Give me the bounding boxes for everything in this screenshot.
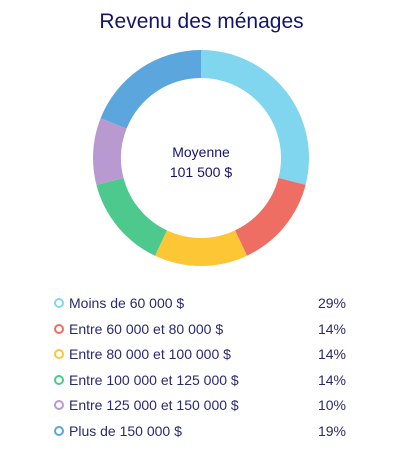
- legend-marker-icon: [54, 323, 64, 334]
- legend-item: Entre 100 000 et 125 000 $ 14%: [54, 371, 346, 397]
- legend: Moins de 60 000 $ 29% Entre 60 000 et 80 0…: [54, 294, 346, 447]
- donut-slice-1: [201, 50, 310, 185]
- center-label-title: Moyenne: [172, 144, 230, 160]
- legend-label: Moins de 60 000 $: [69, 295, 185, 311]
- legend-item: Moins de 60 000 $ 29%: [54, 294, 346, 320]
- legend-label: Plus de 150 000 $: [69, 422, 182, 439]
- legend-marker-icon: [54, 400, 64, 410]
- legend-percentage: 14%: [317, 371, 346, 388]
- donut-slice-5: [93, 118, 127, 185]
- legend-label: Entre 60 000 et 80 000 $: [69, 320, 224, 337]
- donut-slice-3: [155, 230, 247, 266]
- legend-marker-icon: [54, 425, 64, 436]
- legend-item: Entre 125 000 et 150 000 $ 10%: [54, 396, 346, 422]
- legend-marker-icon: [54, 298, 64, 308]
- legend-item: Plus de 150 000 $ 19%: [54, 422, 346, 448]
- legend-percentage: 10%: [317, 397, 346, 413]
- legend-percentage: 14%: [317, 346, 346, 362]
- legend-item: Entre 60 000 et 80 000 $ 14%: [54, 320, 346, 346]
- donut-chart: [93, 50, 310, 266]
- legend-label: Entre 80 000 et 100 000 $: [69, 346, 231, 362]
- donut-slice-4: [96, 177, 167, 256]
- legend-label: Entre 100 000 et 125 000 $: [69, 371, 239, 388]
- legend-marker-icon: [54, 374, 64, 385]
- legend-label: Entre 125 000 et 150 000 $: [69, 397, 239, 413]
- donut-slice-2: [235, 177, 306, 256]
- legend-percentage: 19%: [317, 422, 346, 439]
- donut-slice-6: [100, 50, 201, 129]
- legend-percentage: 29%: [317, 295, 346, 311]
- legend-marker-icon: [54, 349, 64, 359]
- legend-percentage: 14%: [317, 320, 346, 337]
- center-label-value: 101 500 $: [169, 164, 233, 180]
- legend-item: Entre 80 000 et 100 000 $ 14%: [54, 345, 346, 371]
- chart-title: Revenu des ménages: [99, 10, 304, 33]
